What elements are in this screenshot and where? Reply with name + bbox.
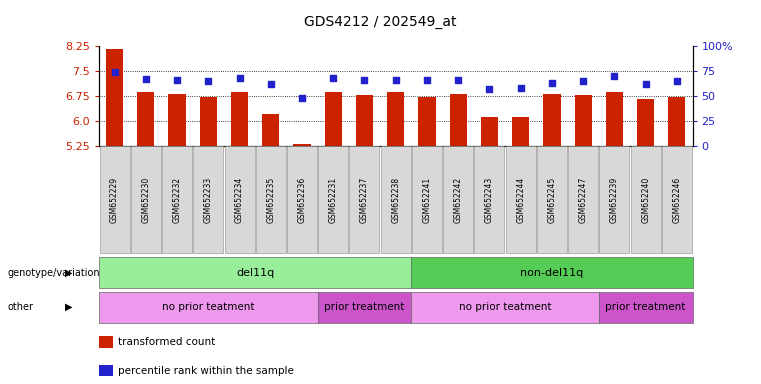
Text: GSM652242: GSM652242 bbox=[454, 177, 463, 223]
Point bbox=[390, 77, 402, 83]
Point bbox=[358, 77, 371, 83]
Text: non-del11q: non-del11q bbox=[521, 268, 584, 278]
Text: ▶: ▶ bbox=[65, 302, 72, 312]
Text: no prior teatment: no prior teatment bbox=[162, 302, 254, 312]
Bar bbox=[637, 99, 654, 146]
Point bbox=[546, 80, 558, 86]
Point bbox=[109, 69, 121, 75]
Bar bbox=[356, 95, 373, 146]
Text: GSM652238: GSM652238 bbox=[391, 177, 400, 223]
Bar bbox=[387, 92, 404, 146]
Text: GSM652247: GSM652247 bbox=[578, 177, 587, 223]
Point bbox=[577, 78, 589, 84]
Bar bbox=[419, 97, 435, 146]
Point bbox=[639, 81, 651, 87]
Text: percentile rank within the sample: percentile rank within the sample bbox=[118, 366, 294, 376]
Text: GSM652232: GSM652232 bbox=[173, 177, 182, 223]
Text: GSM652230: GSM652230 bbox=[142, 177, 150, 223]
Point bbox=[608, 73, 620, 79]
Text: prior treatment: prior treatment bbox=[324, 302, 405, 312]
Bar bbox=[106, 50, 123, 146]
Bar bbox=[668, 97, 686, 146]
Point bbox=[296, 95, 308, 101]
Point bbox=[234, 75, 246, 81]
Bar bbox=[199, 97, 217, 146]
Bar bbox=[450, 94, 466, 146]
Text: other: other bbox=[8, 302, 33, 312]
Text: GSM652235: GSM652235 bbox=[266, 177, 275, 223]
Point bbox=[421, 77, 433, 83]
Point bbox=[483, 86, 495, 92]
Point bbox=[202, 78, 215, 84]
Point bbox=[670, 78, 683, 84]
Text: GDS4212 / 202549_at: GDS4212 / 202549_at bbox=[304, 15, 457, 29]
Bar bbox=[575, 95, 592, 146]
Text: GSM652241: GSM652241 bbox=[422, 177, 431, 223]
Text: GSM652234: GSM652234 bbox=[235, 177, 244, 223]
Text: GSM652245: GSM652245 bbox=[547, 177, 556, 223]
Point bbox=[514, 85, 527, 91]
Bar bbox=[543, 94, 561, 146]
Text: prior treatment: prior treatment bbox=[606, 302, 686, 312]
Text: GSM652239: GSM652239 bbox=[610, 177, 619, 223]
Text: del11q: del11q bbox=[236, 268, 274, 278]
Text: no prior teatment: no prior teatment bbox=[459, 302, 551, 312]
Bar bbox=[137, 92, 154, 146]
Bar bbox=[168, 94, 186, 146]
Point bbox=[265, 81, 277, 87]
Bar bbox=[325, 92, 342, 146]
Text: GSM652229: GSM652229 bbox=[110, 177, 119, 223]
Bar bbox=[231, 92, 248, 146]
Bar bbox=[481, 117, 498, 146]
Text: GSM652237: GSM652237 bbox=[360, 177, 369, 223]
Text: GSM652243: GSM652243 bbox=[485, 177, 494, 223]
Text: GSM652231: GSM652231 bbox=[329, 177, 338, 223]
Point bbox=[171, 77, 183, 83]
Text: ▶: ▶ bbox=[65, 268, 72, 278]
Text: GSM652246: GSM652246 bbox=[673, 177, 681, 223]
Text: genotype/variation: genotype/variation bbox=[8, 268, 100, 278]
Text: GSM652233: GSM652233 bbox=[204, 177, 213, 223]
Bar bbox=[262, 114, 279, 146]
Point bbox=[452, 77, 464, 83]
Point bbox=[140, 76, 152, 82]
Bar bbox=[512, 117, 530, 146]
Bar bbox=[294, 144, 310, 146]
Text: GSM652236: GSM652236 bbox=[298, 177, 307, 223]
Point bbox=[327, 75, 339, 81]
Text: GSM652244: GSM652244 bbox=[516, 177, 525, 223]
Text: GSM652240: GSM652240 bbox=[642, 177, 650, 223]
Text: transformed count: transformed count bbox=[118, 337, 215, 347]
Bar bbox=[606, 92, 623, 146]
